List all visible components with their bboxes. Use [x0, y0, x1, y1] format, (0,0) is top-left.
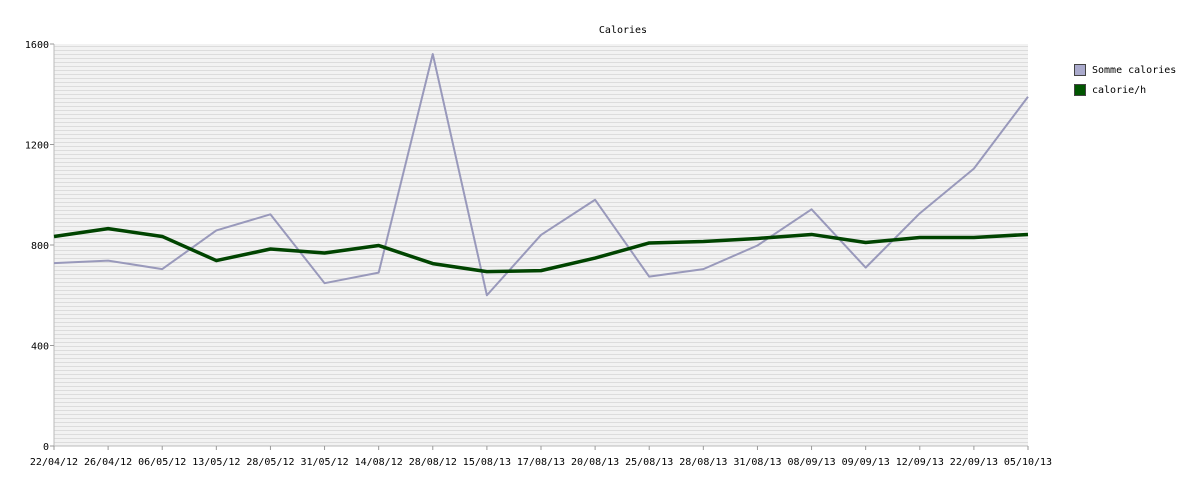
x-tick-label: 28/08/13: [679, 457, 727, 468]
chart-title: Calories: [599, 25, 647, 36]
y-tick-label: 1600: [25, 40, 49, 51]
legend-swatch: [1074, 84, 1086, 96]
legend: Somme calories calorie/h: [1074, 60, 1176, 100]
x-tick-label: 05/10/13: [1004, 457, 1052, 468]
y-tick-label: 400: [31, 342, 49, 353]
x-tick-label: 12/09/13: [896, 457, 944, 468]
legend-item-calorie-h: calorie/h: [1074, 80, 1176, 100]
x-tick-label: 26/04/12: [84, 457, 132, 468]
series-somme-calories-line: [53, 53, 1029, 297]
legend-swatch: [1074, 64, 1086, 76]
x-tick-label: 22/09/13: [950, 457, 998, 468]
x-tick-label: 22/04/12: [30, 457, 78, 468]
x-tick-label: 08/09/13: [787, 457, 835, 468]
x-tick-label: 28/05/12: [246, 457, 294, 468]
x-tick-label: 09/09/13: [842, 457, 890, 468]
x-tick-label: 20/08/13: [571, 457, 619, 468]
plot-area: [54, 44, 1028, 446]
x-tick-label: 15/08/13: [463, 457, 511, 468]
x-tick-label: 17/08/13: [517, 457, 565, 468]
x-tick-label: 28/08/12: [409, 457, 457, 468]
series-calorie-h-line: [53, 226, 1029, 274]
x-tick-label: 13/05/12: [192, 457, 240, 468]
x-tick-label: 25/08/13: [625, 457, 673, 468]
legend-label: calorie/h: [1092, 84, 1147, 96]
legend-item-somme-calories: Somme calories: [1074, 60, 1176, 80]
y-tick-label: 1200: [25, 141, 49, 152]
x-tick-label: 31/08/13: [733, 457, 781, 468]
x-tick-label: 31/05/12: [300, 457, 348, 468]
x-tick-label: 14/08/12: [355, 457, 403, 468]
legend-label: Somme calories: [1092, 64, 1177, 76]
y-tick-label: 0: [43, 442, 49, 453]
y-tick-label: 800: [31, 241, 49, 252]
x-tick-label: 06/05/12: [138, 457, 186, 468]
